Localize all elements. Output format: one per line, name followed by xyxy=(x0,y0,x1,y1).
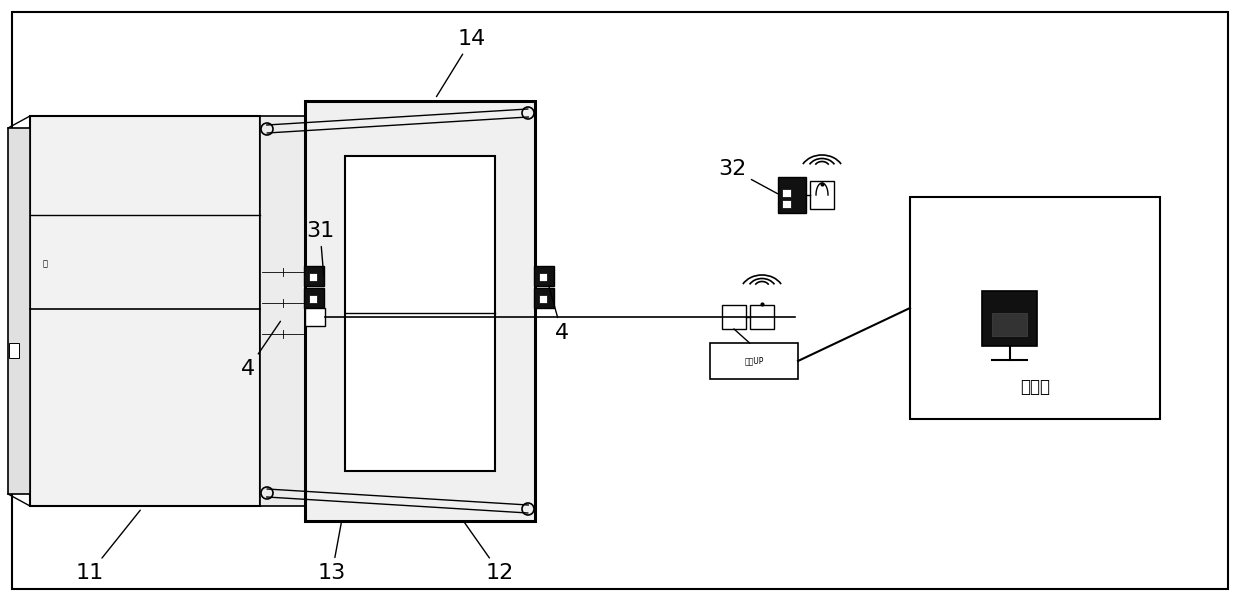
Bar xyxy=(305,101,534,521)
Text: 11: 11 xyxy=(76,510,140,583)
Text: 图传UP: 图传UP xyxy=(744,356,764,365)
Bar xyxy=(782,200,791,208)
Bar xyxy=(910,197,1159,419)
Bar xyxy=(309,273,317,281)
Text: 14: 14 xyxy=(436,29,486,97)
Bar xyxy=(305,308,325,326)
Bar xyxy=(810,181,835,209)
Bar xyxy=(345,156,495,471)
Bar xyxy=(7,128,30,494)
Bar xyxy=(304,266,324,286)
Bar xyxy=(309,295,317,303)
Bar xyxy=(534,266,554,286)
Bar xyxy=(260,116,305,506)
Text: 刀: 刀 xyxy=(42,260,47,269)
Text: 主控室: 主控室 xyxy=(1021,378,1050,396)
Bar xyxy=(539,295,547,303)
Bar xyxy=(711,343,799,379)
Bar xyxy=(539,273,547,281)
Bar xyxy=(304,288,324,308)
Bar xyxy=(782,189,791,197)
Bar xyxy=(777,177,806,213)
Bar xyxy=(30,116,260,506)
Text: 32: 32 xyxy=(718,159,777,194)
Bar xyxy=(982,291,1037,346)
Text: 4: 4 xyxy=(241,322,280,379)
Bar xyxy=(722,305,746,329)
Bar xyxy=(534,288,554,308)
Bar xyxy=(992,313,1027,336)
Text: 13: 13 xyxy=(317,522,346,583)
Text: 4: 4 xyxy=(549,285,569,343)
Bar xyxy=(750,305,774,329)
Bar xyxy=(9,343,19,358)
Text: 12: 12 xyxy=(464,521,515,583)
Text: 31: 31 xyxy=(306,221,334,276)
